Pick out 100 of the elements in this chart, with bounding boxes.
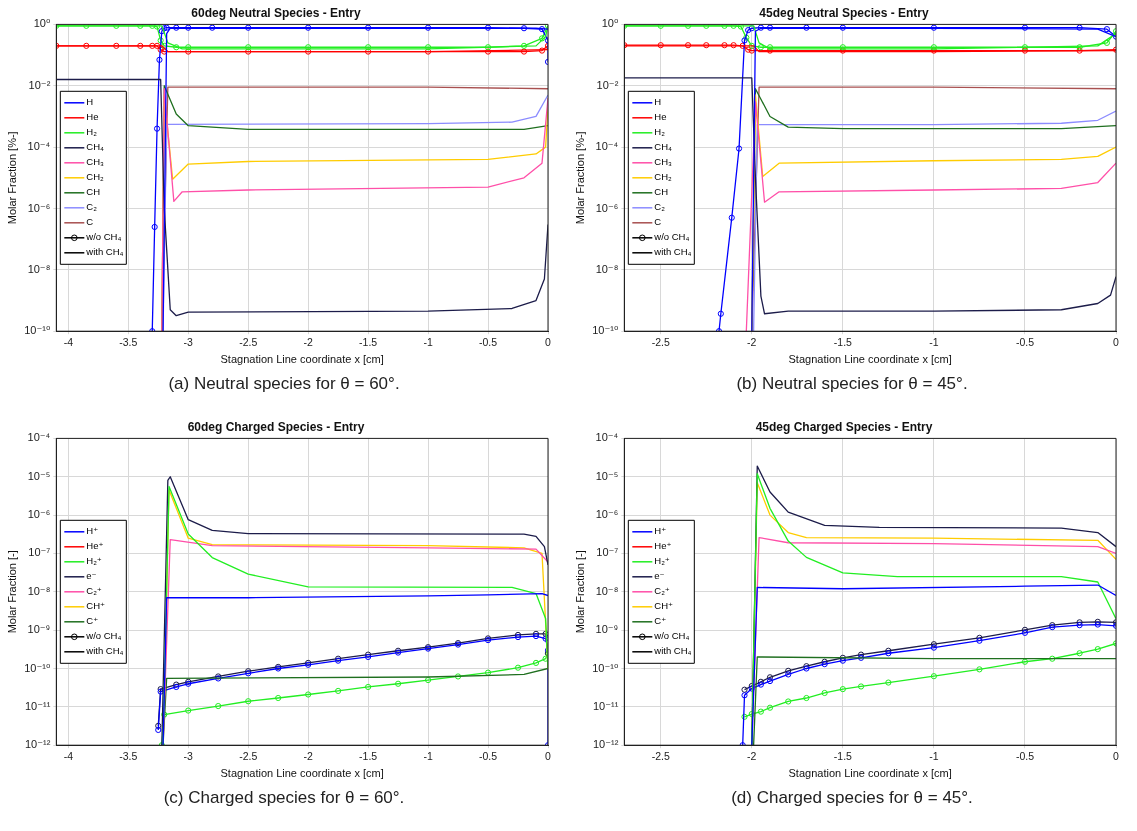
legend-label: C₂ <box>654 201 666 213</box>
x-tick-label: -1.5 <box>833 750 853 763</box>
legend-label: C₂⁺ <box>86 585 102 597</box>
y-tick-label: 10⁻¹⁰ <box>592 661 619 674</box>
x-tick-label: -2.5 <box>239 750 258 763</box>
x-tick-label: -3.5 <box>119 750 138 763</box>
y-tick-label: 10⁻¹² <box>24 738 51 751</box>
y-tick-label: 10⁻⁶ <box>27 201 51 214</box>
legend-label: He <box>86 111 99 123</box>
legend-label: w/o CH₄ <box>653 630 690 642</box>
legend-label: CH₄ <box>86 141 105 153</box>
y-tick-label: 10⁻¹¹ <box>24 699 51 712</box>
x-axis-title: Stagnation Line coordinate x [cm] <box>788 353 952 366</box>
text: (b) Neutral species for θ = 45°. <box>735 374 969 394</box>
chart-title: 45deg Neutral Species - Entry <box>759 5 930 20</box>
y-tick-label: 10⁻⁵ <box>595 469 619 482</box>
legend-label: with CH₄ <box>653 246 692 258</box>
legend-label: CH⁺ <box>86 600 106 612</box>
legend-label: CH <box>86 186 101 198</box>
legend-label: w/o CH₄ <box>85 630 122 642</box>
x-tick-label: -4 <box>63 750 74 763</box>
y-tick-label: 10⁻⁴ <box>595 140 619 153</box>
legend-label: CH⁺ <box>654 600 674 612</box>
x-tick-label: -2 <box>747 336 757 349</box>
legend-label: H <box>654 96 662 108</box>
y-tick-label: 10⁻⁴ <box>27 431 51 444</box>
legend-label: e⁻ <box>654 570 665 582</box>
chart-title: 45deg Charged Species - Entry <box>755 419 933 434</box>
legend-label: H⁺ <box>654 525 667 537</box>
x-tick-label: -0.5 <box>1015 336 1035 349</box>
legend-label: w/o CH₄ <box>85 231 122 243</box>
y-tick-label: 10⁻² <box>596 78 619 91</box>
y-tick-label: 10⁻⁴ <box>595 431 619 444</box>
x-tick-label: 0 <box>545 336 552 349</box>
x-tick-label: -2.5 <box>239 336 258 349</box>
legend-label: CH <box>654 186 669 198</box>
legend-label: H <box>86 96 94 108</box>
x-tick-label: -3 <box>183 336 194 349</box>
x-tick-label: -2.5 <box>651 336 670 349</box>
y-axis-title: Molar Fraction [%-] <box>573 131 586 225</box>
y-tick-label: 10⁻⁸ <box>595 262 619 275</box>
x-tick-label: -1 <box>929 750 939 763</box>
y-axis-title: Molar Fraction [-] <box>573 550 586 634</box>
legend-label: with CH₄ <box>85 645 124 657</box>
legend-label: C <box>654 216 662 228</box>
y-tick-label: 10⁰ <box>601 17 619 30</box>
legend-label: He⁺ <box>86 540 104 552</box>
x-axis-title: Stagnation Line coordinate x [cm] <box>220 767 384 780</box>
x-tick-label: -1.5 <box>359 336 378 349</box>
y-tick-label: 10⁻² <box>28 78 51 91</box>
x-tick-label: -2 <box>747 750 757 763</box>
legend-label: C⁺ <box>654 615 667 627</box>
x-tick-label: -0.5 <box>478 336 498 349</box>
text: (d) Charged species for θ = 45°. <box>730 788 974 808</box>
legend-label: C⁺ <box>86 615 99 627</box>
legend-label: H⁺ <box>86 525 99 537</box>
x-tick-label: -0.5 <box>1015 750 1035 763</box>
y-tick-label: 10⁻⁹ <box>27 623 51 636</box>
y-tick-label: 10⁻¹⁰ <box>24 324 51 337</box>
legend-label: with CH₄ <box>85 246 124 258</box>
x-tick-label: -2 <box>303 336 313 349</box>
legend-label: H₂⁺ <box>86 555 102 567</box>
y-tick-label: 10⁻⁸ <box>27 262 51 275</box>
legend-label: CH₃ <box>86 156 105 168</box>
x-tick-label: -2.5 <box>651 750 670 763</box>
text: (a) Neutral species for θ = 60°. <box>167 374 401 394</box>
legend-label: e⁻ <box>86 570 97 582</box>
legend-label: w/o CH₄ <box>653 231 690 243</box>
y-tick-label: 10⁻⁶ <box>27 508 51 521</box>
y-tick-label: 10⁻⁹ <box>595 623 619 636</box>
text: (c) Charged species for θ = 60°. <box>162 788 406 808</box>
y-tick-label: 10⁰ <box>33 17 51 30</box>
x-axis-title: Stagnation Line coordinate x [cm] <box>788 767 952 780</box>
chart-title: 60deg Neutral Species - Entry <box>191 5 362 20</box>
y-tick-label: 10⁻⁵ <box>27 469 51 482</box>
legend-label: C₂⁺ <box>654 585 670 597</box>
x-tick-label: -1 <box>423 336 433 349</box>
y-tick-label: 10⁻⁷ <box>596 546 619 559</box>
x-axis-title: Stagnation Line coordinate x [cm] <box>220 353 384 366</box>
y-tick-label: 10⁻⁶ <box>595 508 619 521</box>
y-tick-label: 10⁻¹¹ <box>592 699 619 712</box>
legend-label: CH₄ <box>654 141 673 153</box>
x-tick-label: 0 <box>1113 750 1120 763</box>
legend-label: H₂⁺ <box>654 555 670 567</box>
x-tick-label: -0.5 <box>478 750 498 763</box>
y-axis-title: Molar Fraction [%-] <box>5 131 18 225</box>
y-tick-label: 10⁻¹⁰ <box>24 661 51 674</box>
legend-label: He <box>654 111 667 123</box>
y-tick-label: 10⁻⁸ <box>595 584 619 597</box>
legend-label: He⁺ <box>654 540 672 552</box>
legend-label: H₂ <box>654 126 666 138</box>
legend-label: CH₂ <box>86 171 105 183</box>
chart-title: 60deg Charged Species - Entry <box>187 419 365 434</box>
x-tick-label: -1.5 <box>833 336 853 349</box>
x-tick-label: -1.5 <box>359 750 378 763</box>
legend-label: CH₂ <box>654 171 673 183</box>
x-tick-label: -3.5 <box>119 336 138 349</box>
legend-label: C <box>86 216 94 228</box>
y-tick-label: 10⁻¹⁰ <box>592 324 619 337</box>
legend-label: C₂ <box>86 201 98 213</box>
